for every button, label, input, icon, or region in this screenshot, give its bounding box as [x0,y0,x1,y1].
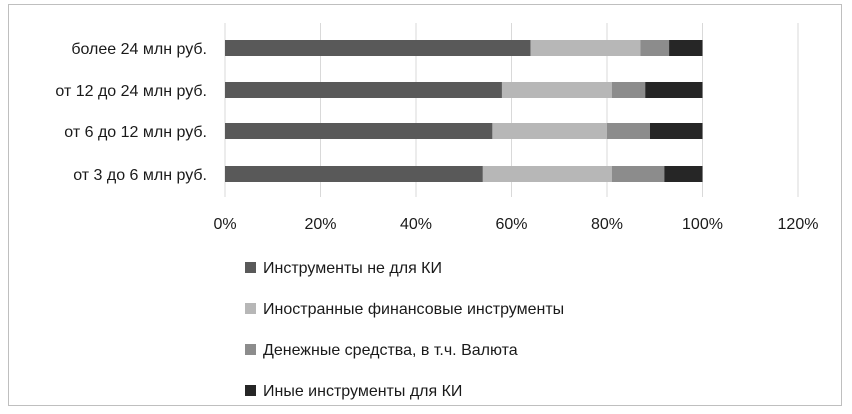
x-tick-label: 60% [495,216,527,233]
x-tick-label: 20% [304,216,336,233]
legend-label: Инструменты не для КИ [263,260,442,277]
bar-segment [669,40,703,56]
legend-swatch [245,385,256,396]
bar-segment [501,82,612,98]
legend-swatch [245,303,256,314]
x-tick-label: 100% [682,216,723,233]
bar-segment [640,40,670,56]
x-axis-tick-labels: 0% 20% 40% 60% 80% 100% 120% [213,216,818,233]
bar-segment [225,82,502,98]
x-tick-label: 80% [591,216,623,233]
legend: Инструменты не для КИ Иностранные финансо… [245,260,564,400]
bars [225,40,703,182]
bar-segment [225,123,493,139]
legend-label: Иностранные финансовые инструменты [263,301,564,318]
bar-segment [611,82,646,98]
bar-segment [492,123,607,139]
category-label: от 6 до 12 млн руб. [64,124,207,141]
category-labels: более 24 млн руб. от 12 до 24 млн руб. от … [55,41,207,184]
x-tick-label: 120% [778,216,819,233]
category-label: от 3 до 6 млн руб. [73,167,207,184]
bar-segment [645,82,703,98]
chart-frame: более 24 млн руб. от 12 до 24 млн руб. от … [8,4,842,406]
legend-label: Иные инструменты для КИ [263,383,462,400]
bar-segment [530,40,641,56]
bar-segment [225,166,483,182]
category-label: от 12 до 24 млн руб. [55,83,207,100]
bar-segment [482,166,612,182]
legend-label: Денежные средства, в т.ч. Валюта [263,342,518,359]
x-tick-label: 40% [400,216,432,233]
x-tick-label: 0% [213,216,236,233]
bar-segment [607,123,650,139]
bar-segment [225,40,531,56]
bar-segment [611,166,665,182]
bar-segment [649,123,703,139]
stacked-bar-chart: более 24 млн руб. от 12 до 24 млн руб. от … [55,23,818,400]
legend-swatch [245,262,256,273]
legend-swatch [245,344,256,355]
bar-segment [664,166,703,182]
category-label: более 24 млн руб. [71,41,207,58]
